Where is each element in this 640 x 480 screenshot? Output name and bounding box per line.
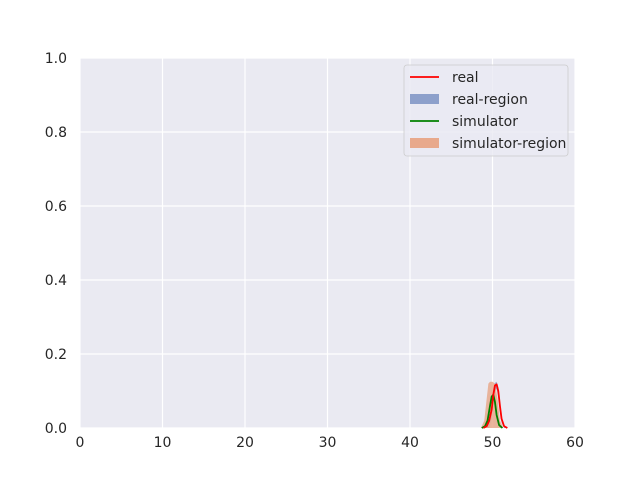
y-axis: 0.0 0.2 0.4 0.6 0.8 1.0 — [45, 51, 67, 437]
x-tick-label: 30 — [319, 435, 337, 451]
legend-label: simulator — [452, 114, 518, 130]
x-tick-label: 0 — [76, 435, 85, 451]
legend-label: real-region — [452, 92, 528, 108]
legend-swatch-real-region — [410, 94, 439, 104]
y-tick-label: 0.6 — [45, 199, 67, 215]
legend: real real-region simulator simulator-region — [403, 64, 569, 157]
legend-swatch-simulator-region — [410, 138, 439, 148]
legend-label: real — [452, 70, 479, 86]
y-tick-label: 0.2 — [45, 347, 67, 363]
y-tick-label: 1.0 — [45, 51, 67, 67]
x-axis: 0 10 20 30 40 50 60 — [76, 435, 584, 451]
y-tick-label: 0.0 — [45, 421, 67, 437]
legend-label: simulator-region — [452, 136, 566, 152]
y-tick-label: 0.8 — [45, 125, 67, 141]
x-tick-label: 20 — [236, 435, 254, 451]
x-tick-label: 50 — [484, 435, 502, 451]
series-real — [482, 383, 508, 429]
x-tick-label: 40 — [401, 435, 419, 451]
legend-frame — [403, 64, 569, 157]
grid — [79, 57, 576, 429]
series-layer — [480, 381, 508, 429]
x-tick-label: 60 — [566, 435, 584, 451]
x-tick-label: 10 — [154, 435, 172, 451]
y-tick-label: 0.4 — [45, 273, 67, 289]
